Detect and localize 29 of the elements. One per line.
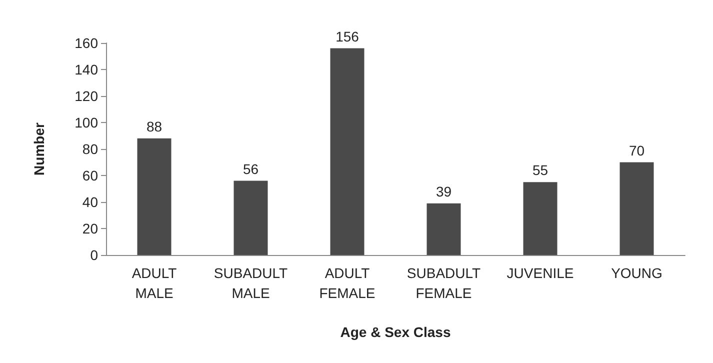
bar xyxy=(620,162,654,255)
data-label: 156 xyxy=(336,28,360,44)
data-label: 56 xyxy=(242,160,259,177)
bar xyxy=(426,203,461,255)
y-tick-label: 80 xyxy=(82,141,98,157)
x-tick-label: SUBADULT MALE xyxy=(214,265,288,301)
y-tick-label: 140 xyxy=(74,62,98,78)
y-tick-label: 160 xyxy=(74,35,98,51)
x-tick-label: ADULT FEMALE xyxy=(319,265,376,301)
y-tick-label: 60 xyxy=(82,168,98,184)
y-tick-label: 100 xyxy=(74,114,98,130)
data-label: 55 xyxy=(532,162,548,178)
x-tick-label: YOUNG xyxy=(611,265,662,281)
y-tick-label: 120 xyxy=(74,88,98,104)
bar xyxy=(137,138,172,255)
y-tick-label: 0 xyxy=(90,247,98,263)
x-tick-label: SUBADULT FEMALE xyxy=(406,265,482,301)
data-label: 88 xyxy=(146,118,162,134)
data-label: 39 xyxy=(436,183,452,200)
bar xyxy=(234,180,268,255)
x-tick-label: JUVENILE xyxy=(506,265,574,281)
x-tick-label: ADULT MALE xyxy=(132,265,178,301)
y-tick-label: 40 xyxy=(82,194,98,210)
bar xyxy=(523,182,558,255)
y-tick-label: 20 xyxy=(82,220,98,236)
data-label: 70 xyxy=(628,142,645,158)
y-axis-title: Number xyxy=(31,122,47,176)
bar xyxy=(330,48,364,255)
x-axis-title: Age & Sex Class xyxy=(340,324,451,340)
